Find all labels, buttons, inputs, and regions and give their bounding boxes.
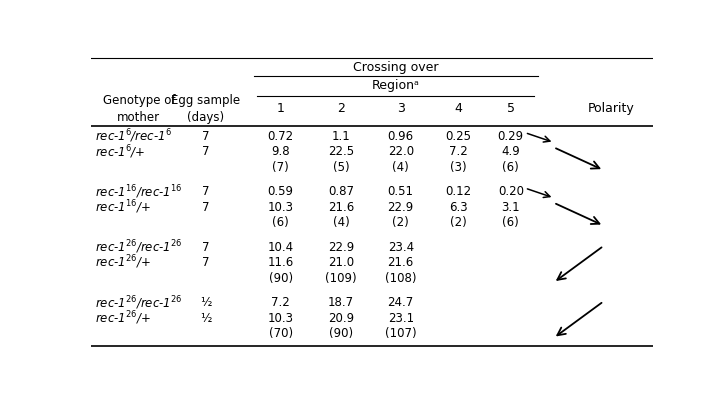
Text: 5: 5 [507, 102, 515, 115]
Text: 10.3: 10.3 [268, 312, 293, 325]
Text: 23.1: 23.1 [388, 312, 414, 325]
Text: 21.6: 21.6 [388, 256, 414, 269]
Text: rec-1$^6$/rec-1$^6$: rec-1$^6$/rec-1$^6$ [95, 127, 172, 145]
Text: (70): (70) [269, 327, 293, 340]
Text: 10.4: 10.4 [268, 241, 294, 254]
Text: (6): (6) [502, 161, 519, 174]
Text: 7.2: 7.2 [449, 145, 468, 158]
Text: rec-1$^{26}$/rec-1$^{26}$: rec-1$^{26}$/rec-1$^{26}$ [95, 239, 183, 256]
Text: Polarity: Polarity [588, 102, 635, 115]
Text: 7.2: 7.2 [272, 296, 290, 309]
Text: 21.0: 21.0 [328, 256, 354, 269]
Text: Regionᵃ: Regionᵃ [372, 79, 420, 92]
Text: 22.9: 22.9 [388, 201, 414, 214]
Text: rec-1$^{26}$/+: rec-1$^{26}$/+ [95, 309, 151, 327]
Text: (5): (5) [333, 161, 349, 174]
Text: (4): (4) [392, 161, 409, 174]
Text: rec-1$^{16}$/rec-1$^{16}$: rec-1$^{16}$/rec-1$^{16}$ [95, 183, 183, 201]
Text: 21.6: 21.6 [328, 201, 354, 214]
Text: rec-1$^{16}$/+: rec-1$^{16}$/+ [95, 199, 151, 216]
Text: 1: 1 [277, 102, 285, 115]
Text: 7: 7 [202, 201, 209, 214]
Text: 20.9: 20.9 [328, 312, 354, 325]
Text: 0.87: 0.87 [328, 185, 354, 198]
Text: 22.9: 22.9 [328, 241, 354, 254]
Text: 2: 2 [337, 102, 345, 115]
Text: 7: 7 [202, 185, 209, 198]
Text: 0.59: 0.59 [268, 185, 293, 198]
Text: (2): (2) [449, 216, 467, 229]
Text: 22.0: 22.0 [388, 145, 414, 158]
Text: 0.29: 0.29 [498, 130, 524, 143]
Text: 23.4: 23.4 [388, 241, 414, 254]
Text: 7: 7 [202, 130, 209, 143]
Text: (7): (7) [272, 161, 289, 174]
Text: (90): (90) [329, 327, 353, 340]
Text: 7: 7 [202, 256, 209, 269]
Text: rec-1$^6$/+: rec-1$^6$/+ [95, 143, 146, 161]
Text: (6): (6) [502, 216, 519, 229]
Text: 24.7: 24.7 [388, 296, 414, 309]
Text: Crossing over: Crossing over [353, 61, 439, 74]
Text: Egg sample
(days): Egg sample (days) [171, 94, 240, 124]
Text: 11.6: 11.6 [267, 256, 294, 269]
Text: rec-1$^{26}$/rec-1$^{26}$: rec-1$^{26}$/rec-1$^{26}$ [95, 294, 183, 311]
Text: 9.8: 9.8 [272, 145, 290, 158]
Text: 6.3: 6.3 [449, 201, 468, 214]
Text: 1.1: 1.1 [332, 130, 351, 143]
Text: 0.20: 0.20 [498, 185, 523, 198]
Text: (3): (3) [450, 161, 466, 174]
Text: rec-1$^{26}$/+: rec-1$^{26}$/+ [95, 254, 151, 271]
Text: (4): (4) [333, 216, 349, 229]
Text: (6): (6) [272, 216, 289, 229]
Text: 0.72: 0.72 [268, 130, 294, 143]
Text: 0.12: 0.12 [445, 185, 471, 198]
Text: (108): (108) [385, 272, 417, 285]
Text: (107): (107) [385, 327, 417, 340]
Text: 4: 4 [454, 102, 462, 115]
Text: ½: ½ [200, 312, 211, 325]
Text: 7: 7 [202, 145, 209, 158]
Text: 7: 7 [202, 241, 209, 254]
Text: 3: 3 [397, 102, 404, 115]
Text: 10.3: 10.3 [268, 201, 293, 214]
Text: (90): (90) [269, 272, 293, 285]
Text: 3.1: 3.1 [502, 201, 520, 214]
Text: 0.96: 0.96 [388, 130, 414, 143]
Text: Genotype of
mother: Genotype of mother [102, 94, 175, 124]
Text: 0.25: 0.25 [445, 130, 471, 143]
Text: (2): (2) [392, 216, 409, 229]
Text: 4.9: 4.9 [502, 145, 520, 158]
Text: (109): (109) [325, 272, 357, 285]
Text: 22.5: 22.5 [328, 145, 354, 158]
Text: 18.7: 18.7 [328, 296, 354, 309]
Text: ½: ½ [200, 296, 211, 309]
Text: 0.51: 0.51 [388, 185, 414, 198]
